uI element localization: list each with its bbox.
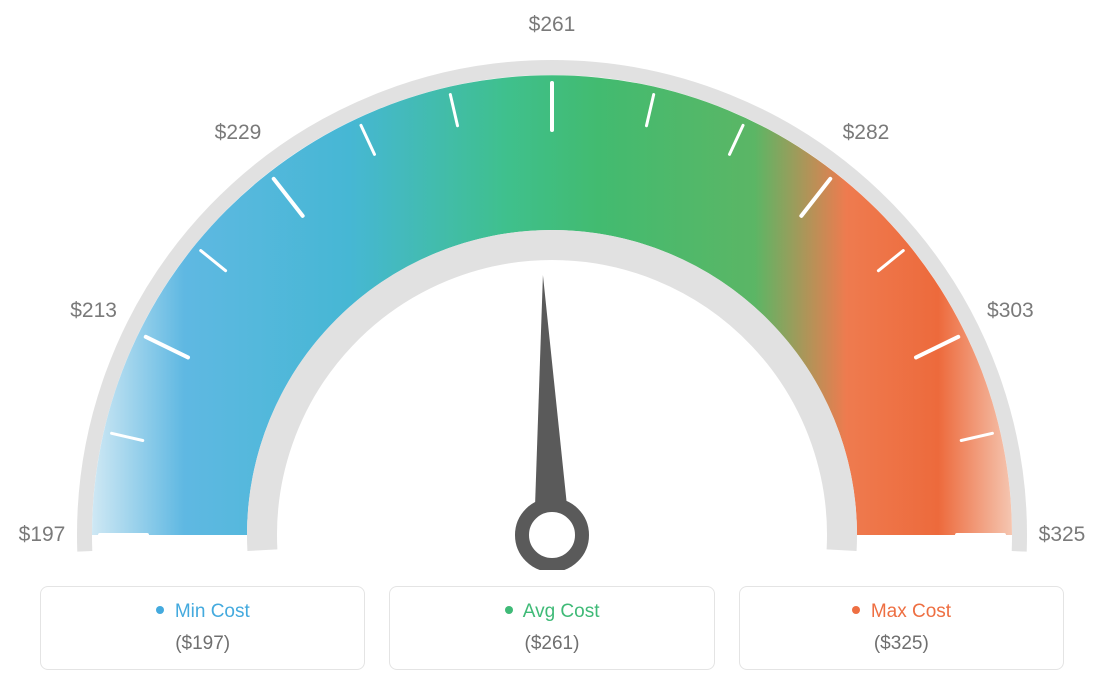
legend-min-title: Min Cost [51,601,354,623]
gauge-tick-label: $197 [19,523,66,547]
legend-max-card: Max Cost ($325) [739,586,1064,670]
legend-max-value: ($325) [750,633,1053,655]
legend-min-label: Min Cost [175,601,250,622]
legend-max-label: Max Cost [871,601,951,622]
legend-row: Min Cost ($197) Avg Cost ($261) Max Cost… [40,586,1064,670]
gauge-tick-label: $282 [843,121,890,145]
legend-avg-title: Avg Cost [400,601,703,623]
gauge-tick-label: $261 [529,13,576,37]
legend-avg-label: Avg Cost [523,601,600,622]
gauge-tick-label: $325 [1039,523,1086,547]
dot-icon [156,606,164,614]
legend-max-title: Max Cost [750,601,1053,623]
gauge-tick-label: $213 [70,299,117,323]
legend-avg-value: ($261) [400,633,703,655]
gauge-svg [0,0,1104,570]
gauge-chart: $197 $213 $229 $261 $282 $303 $325 [0,0,1104,570]
legend-min-card: Min Cost ($197) [40,586,365,670]
gauge-tick-label: $303 [987,299,1034,323]
legend-avg-card: Avg Cost ($261) [389,586,714,670]
cost-gauge-container: $197 $213 $229 $261 $282 $303 $325 Min Cost ($… [0,0,1104,690]
dot-icon [505,606,513,614]
legend-min-value: ($197) [51,633,354,655]
gauge-tick-label: $229 [215,121,262,145]
dot-icon [852,606,860,614]
